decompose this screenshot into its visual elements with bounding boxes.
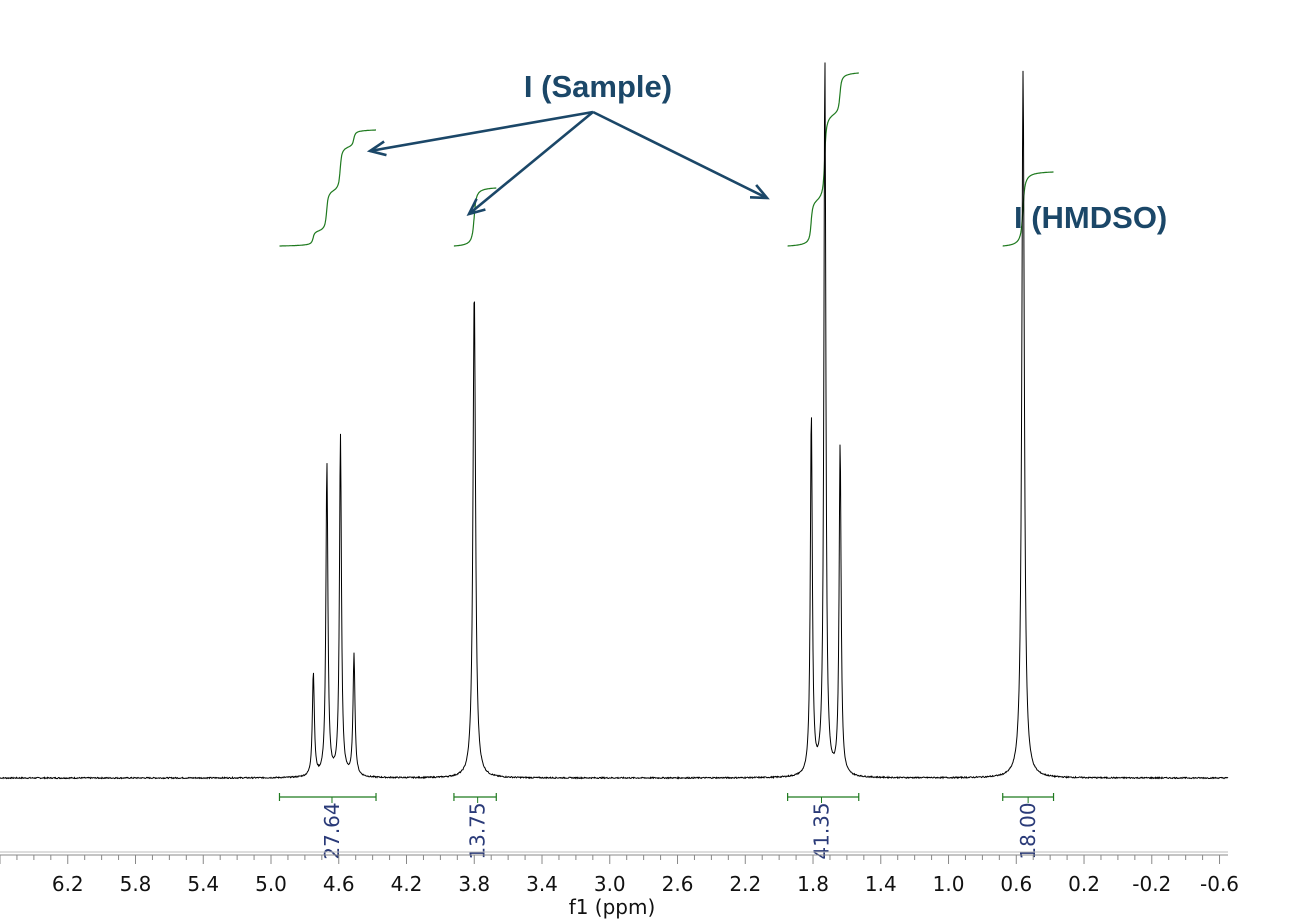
integral-curve bbox=[279, 129, 376, 247]
x-tick-label: 4.2 bbox=[391, 872, 423, 896]
x-tick-label: 3.0 bbox=[594, 872, 626, 896]
annotation-arrowhead bbox=[466, 198, 486, 217]
annotation-arrow bbox=[369, 110, 594, 153]
annotation-arrow bbox=[592, 110, 768, 200]
integral-value: 27.64 bbox=[320, 802, 344, 859]
x-tick-label: 3.8 bbox=[458, 872, 490, 896]
x-axis-title: f1 (ppm) bbox=[569, 895, 656, 919]
x-tick-label: -0.2 bbox=[1132, 872, 1171, 896]
x-tick-label: 3.4 bbox=[526, 872, 558, 896]
x-tick-label: 5.4 bbox=[187, 872, 219, 896]
x-tick-label: -0.6 bbox=[1200, 872, 1239, 896]
sample-annotation-label: I (Sample) bbox=[524, 69, 672, 104]
x-tick-label: 4.6 bbox=[323, 872, 355, 896]
annotation-arrows bbox=[366, 110, 770, 217]
x-tick-label: 0.2 bbox=[1068, 872, 1100, 896]
integral-value: 18.00 bbox=[1016, 802, 1040, 859]
x-tick-label: 2.6 bbox=[662, 872, 694, 896]
integral-bars: 27.64 13.75 41.35 18.00 bbox=[278, 793, 1055, 860]
integral-value: 13.75 bbox=[466, 802, 490, 859]
integral-curves bbox=[279, 72, 1054, 247]
x-axis: 6.2 5.8 5.4 5.0 4.6 4.2 3.8 3.4 3.0 2.6 2.2 1.8 1.4 1… bbox=[0, 851, 1239, 896]
x-tick-label: 5.0 bbox=[255, 872, 287, 896]
annotation-arrowhead bbox=[749, 184, 770, 200]
x-tick-label: 6.2 bbox=[52, 872, 84, 896]
integral-curve bbox=[1002, 171, 1054, 247]
x-tick-label: 0.6 bbox=[1000, 872, 1032, 896]
x-tick-label: 5.8 bbox=[120, 872, 152, 896]
integral-curve bbox=[453, 187, 497, 247]
annotation-arrow bbox=[468, 110, 594, 216]
integral-curve bbox=[787, 72, 859, 247]
annotation-arrowhead bbox=[366, 140, 387, 157]
x-tick-label: 1.0 bbox=[933, 872, 965, 896]
reference-annotation-label: I (HMDSO) bbox=[1014, 200, 1167, 235]
x-tick-label: 1.4 bbox=[865, 872, 897, 896]
spectrum-line bbox=[0, 62, 1229, 780]
integral-value: 41.35 bbox=[809, 802, 833, 859]
x-tick-label: 2.2 bbox=[729, 872, 761, 896]
x-tick-label: 1.8 bbox=[797, 872, 829, 896]
